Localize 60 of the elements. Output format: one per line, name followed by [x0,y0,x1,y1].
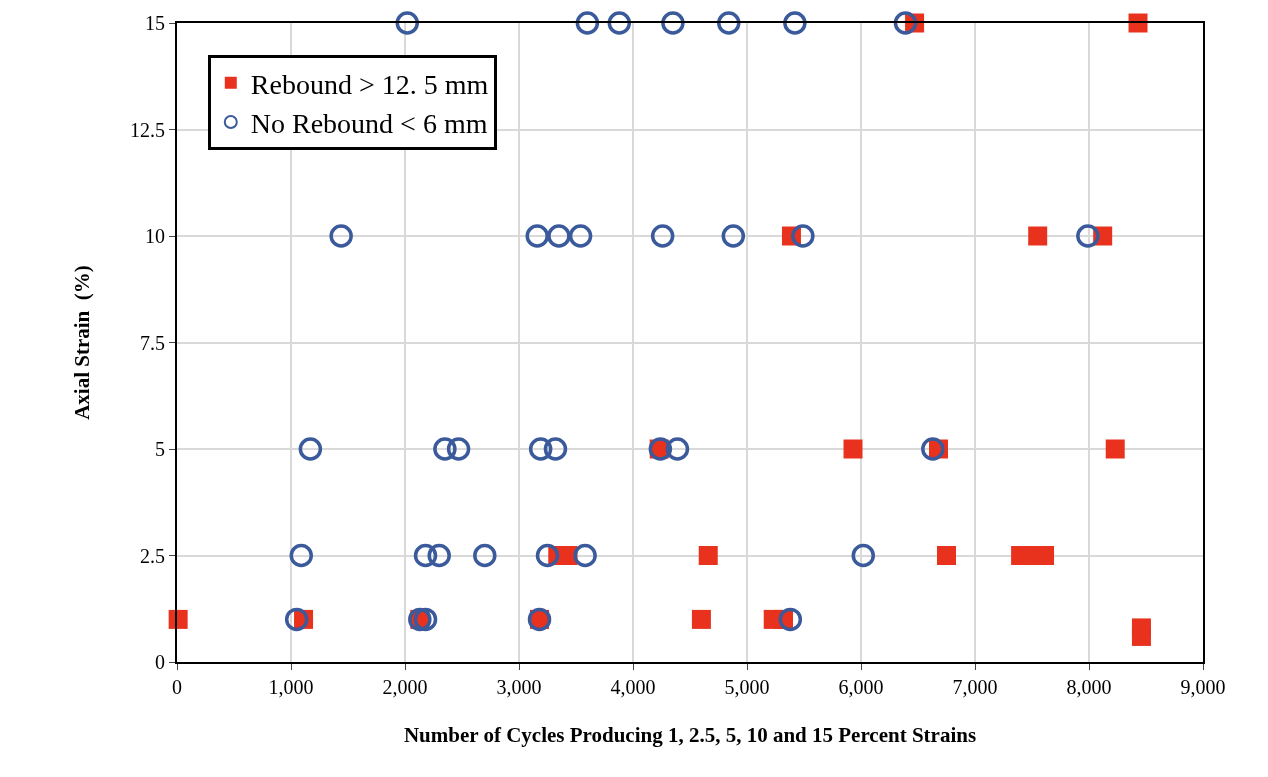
x-tick-label: 8,000 [1066,676,1112,698]
point [698,546,718,565]
x-tick-label: 0 [172,676,182,698]
legend-label: No Rebound < 6 mm [250,107,488,139]
x-tick-label: 2,000 [382,676,428,698]
point [1105,439,1125,459]
point [446,437,471,461]
point [284,607,309,632]
x-tick-label: 9,000 [1180,676,1226,698]
point [543,437,568,461]
y-tick-label: 10 [145,225,165,247]
x-tick-label: 4,000 [610,676,656,698]
point [547,224,571,248]
x-tick-label: 5,000 [724,676,770,698]
point [573,543,597,568]
point [413,607,438,632]
point [921,437,945,461]
point [298,437,323,461]
point [650,224,675,248]
point [1076,224,1100,248]
y-axis-title: Axial Strain (%) [69,265,94,420]
point [607,11,632,35]
point [691,609,711,629]
point [778,607,803,632]
y-tick-label: 12.5 [130,118,165,141]
point [433,437,457,461]
point [568,224,593,248]
point [665,437,690,461]
point [937,546,956,565]
point [661,11,685,35]
y-tick-label: 7.5 [140,331,165,354]
point [851,543,876,568]
point [525,224,549,248]
point [791,224,815,248]
point [1131,626,1151,646]
legend-label: Rebound > 12. 5 mm [250,68,489,100]
point [717,11,741,35]
x-axis-title: Number of Cycles Producing 1, 2.5, 5, 10 and 15 Percent Strains [403,722,977,747]
y-tick-label: 2.5 [140,544,165,567]
point [893,11,918,35]
point [843,439,863,459]
point [329,224,353,248]
point [473,543,497,568]
point [413,543,438,568]
point [721,224,746,248]
x-tick-label: 3,000 [496,676,542,698]
x-tick-label: 1,000 [268,676,314,698]
point [1028,226,1048,246]
point [289,543,314,568]
x-tick-label: 7,000 [952,676,998,698]
point [528,437,553,461]
y-tick-label: 0 [155,651,165,673]
x-tick-label: 6,000 [838,676,884,698]
point [395,11,420,35]
point [535,543,560,568]
y-tick-label: 15 [145,12,165,34]
y-tick-label: 5 [155,438,165,460]
point [427,543,451,568]
point [783,11,807,35]
point [575,11,600,35]
